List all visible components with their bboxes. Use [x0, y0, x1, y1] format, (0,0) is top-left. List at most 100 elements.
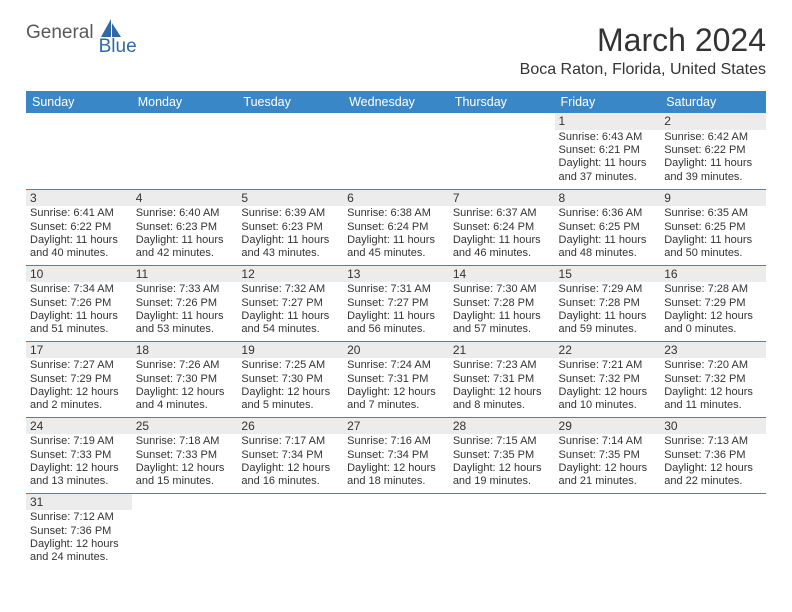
- day-details: Sunrise: 7:29 AMSunset: 7:28 PMDaylight:…: [555, 282, 661, 340]
- sunrise-line: Sunrise: 7:33 AM: [136, 283, 234, 296]
- sunset-line: Sunset: 7:34 PM: [241, 449, 339, 462]
- day-number: 28: [449, 418, 555, 435]
- sunset-line: Sunset: 7:28 PM: [453, 297, 551, 310]
- day-number: 11: [132, 266, 238, 283]
- sunrise-line: Sunrise: 7:14 AM: [559, 435, 657, 448]
- daylight-line: Daylight: 11 hours and 37 minutes.: [559, 157, 657, 184]
- sunset-line: Sunset: 6:25 PM: [664, 221, 762, 234]
- day-details: Sunrise: 6:37 AMSunset: 6:24 PMDaylight:…: [449, 206, 555, 264]
- day-number: 16: [660, 266, 766, 283]
- sunset-line: Sunset: 7:36 PM: [664, 449, 762, 462]
- day-number: 17: [26, 342, 132, 359]
- sunset-line: Sunset: 7:32 PM: [559, 373, 657, 386]
- calendar-cell-empty: [237, 113, 343, 189]
- day-details: Sunrise: 7:28 AMSunset: 7:29 PMDaylight:…: [660, 282, 766, 340]
- daylight-line: Daylight: 12 hours and 19 minutes.: [453, 462, 551, 489]
- sunrise-line: Sunrise: 7:19 AM: [30, 435, 128, 448]
- daylight-line: Daylight: 12 hours and 24 minutes.: [30, 538, 128, 565]
- sunrise-line: Sunrise: 7:31 AM: [347, 283, 445, 296]
- day-number: 18: [132, 342, 238, 359]
- day-details: Sunrise: 6:39 AMSunset: 6:23 PMDaylight:…: [237, 206, 343, 264]
- day-details: Sunrise: 7:17 AMSunset: 7:34 PMDaylight:…: [237, 434, 343, 492]
- sunrise-line: Sunrise: 7:25 AM: [241, 359, 339, 372]
- sunset-line: Sunset: 7:27 PM: [241, 297, 339, 310]
- sunrise-line: Sunrise: 7:21 AM: [559, 359, 657, 372]
- calendar-cell: 12Sunrise: 7:32 AMSunset: 7:27 PMDayligh…: [237, 265, 343, 341]
- calendar-cell: 13Sunrise: 7:31 AMSunset: 7:27 PMDayligh…: [343, 265, 449, 341]
- sunset-line: Sunset: 6:22 PM: [664, 144, 762, 157]
- sunrise-line: Sunrise: 7:23 AM: [453, 359, 551, 372]
- daylight-line: Daylight: 12 hours and 15 minutes.: [136, 462, 234, 489]
- calendar-cell: 10Sunrise: 7:34 AMSunset: 7:26 PMDayligh…: [26, 265, 132, 341]
- day-number: 24: [26, 418, 132, 435]
- day-details: Sunrise: 7:34 AMSunset: 7:26 PMDaylight:…: [26, 282, 132, 340]
- sunrise-line: Sunrise: 7:27 AM: [30, 359, 128, 372]
- day-details: Sunrise: 7:14 AMSunset: 7:35 PMDaylight:…: [555, 434, 661, 492]
- daylight-line: Daylight: 11 hours and 59 minutes.: [559, 310, 657, 337]
- sunrise-line: Sunrise: 6:35 AM: [664, 207, 762, 220]
- daylight-line: Daylight: 11 hours and 54 minutes.: [241, 310, 339, 337]
- sunset-line: Sunset: 6:25 PM: [559, 221, 657, 234]
- sunset-line: Sunset: 7:34 PM: [347, 449, 445, 462]
- day-number: 13: [343, 266, 449, 283]
- weekday-header: Saturday: [660, 91, 766, 113]
- logo: General Blue: [26, 22, 163, 44]
- calendar-cell-empty: [132, 113, 238, 189]
- sunrise-line: Sunrise: 7:20 AM: [664, 359, 762, 372]
- sunrise-line: Sunrise: 7:26 AM: [136, 359, 234, 372]
- calendar-cell: 19Sunrise: 7:25 AMSunset: 7:30 PMDayligh…: [237, 341, 343, 417]
- calendar-cell-empty: [555, 493, 661, 569]
- day-number: 25: [132, 418, 238, 435]
- sunrise-line: Sunrise: 7:24 AM: [347, 359, 445, 372]
- daylight-line: Daylight: 12 hours and 13 minutes.: [30, 462, 128, 489]
- day-number: 27: [343, 418, 449, 435]
- daylight-line: Daylight: 11 hours and 39 minutes.: [664, 157, 762, 184]
- calendar-cell: 9Sunrise: 6:35 AMSunset: 6:25 PMDaylight…: [660, 189, 766, 265]
- day-details: Sunrise: 6:41 AMSunset: 6:22 PMDaylight:…: [26, 206, 132, 264]
- sunrise-line: Sunrise: 7:16 AM: [347, 435, 445, 448]
- daylight-line: Daylight: 11 hours and 42 minutes.: [136, 234, 234, 261]
- calendar-cell: 6Sunrise: 6:38 AMSunset: 6:24 PMDaylight…: [343, 189, 449, 265]
- daylight-line: Daylight: 12 hours and 0 minutes.: [664, 310, 762, 337]
- sunset-line: Sunset: 7:31 PM: [453, 373, 551, 386]
- sunrise-line: Sunrise: 6:36 AM: [559, 207, 657, 220]
- day-details: Sunrise: 7:18 AMSunset: 7:33 PMDaylight:…: [132, 434, 238, 492]
- sunrise-line: Sunrise: 6:42 AM: [664, 131, 762, 144]
- sunset-line: Sunset: 7:36 PM: [30, 525, 128, 538]
- sunset-line: Sunset: 7:29 PM: [664, 297, 762, 310]
- sunset-line: Sunset: 7:26 PM: [30, 297, 128, 310]
- calendar-cell-empty: [26, 113, 132, 189]
- day-number: 6: [343, 190, 449, 207]
- sunrise-line: Sunrise: 7:28 AM: [664, 283, 762, 296]
- weekday-header: Friday: [555, 91, 661, 113]
- day-number: 23: [660, 342, 766, 359]
- day-details: Sunrise: 6:36 AMSunset: 6:25 PMDaylight:…: [555, 206, 661, 264]
- sunrise-line: Sunrise: 7:30 AM: [453, 283, 551, 296]
- day-details: Sunrise: 7:31 AMSunset: 7:27 PMDaylight:…: [343, 282, 449, 340]
- day-number: 3: [26, 190, 132, 207]
- day-details: Sunrise: 7:15 AMSunset: 7:35 PMDaylight:…: [449, 434, 555, 492]
- day-number: 7: [449, 190, 555, 207]
- sunrise-line: Sunrise: 6:41 AM: [30, 207, 128, 220]
- sunrise-line: Sunrise: 7:34 AM: [30, 283, 128, 296]
- day-details: Sunrise: 6:35 AMSunset: 6:25 PMDaylight:…: [660, 206, 766, 264]
- day-number: 4: [132, 190, 238, 207]
- daylight-line: Daylight: 11 hours and 50 minutes.: [664, 234, 762, 261]
- sunrise-line: Sunrise: 7:29 AM: [559, 283, 657, 296]
- calendar-cell: 14Sunrise: 7:30 AMSunset: 7:28 PMDayligh…: [449, 265, 555, 341]
- calendar-cell: 31Sunrise: 7:12 AMSunset: 7:36 PMDayligh…: [26, 493, 132, 569]
- sunrise-line: Sunrise: 7:32 AM: [241, 283, 339, 296]
- calendar-cell-empty: [449, 493, 555, 569]
- calendar-cell: 2Sunrise: 6:42 AMSunset: 6:22 PMDaylight…: [660, 113, 766, 189]
- sunset-line: Sunset: 6:21 PM: [559, 144, 657, 157]
- weekday-header-row: SundayMondayTuesdayWednesdayThursdayFrid…: [26, 91, 766, 113]
- daylight-line: Daylight: 11 hours and 57 minutes.: [453, 310, 551, 337]
- day-details: Sunrise: 7:26 AMSunset: 7:30 PMDaylight:…: [132, 358, 238, 416]
- sunrise-line: Sunrise: 7:12 AM: [30, 511, 128, 524]
- daylight-line: Daylight: 11 hours and 51 minutes.: [30, 310, 128, 337]
- calendar-cell: 1Sunrise: 6:43 AMSunset: 6:21 PMDaylight…: [555, 113, 661, 189]
- day-details: Sunrise: 7:24 AMSunset: 7:31 PMDaylight:…: [343, 358, 449, 416]
- calendar-cell-empty: [237, 493, 343, 569]
- calendar-cell: 18Sunrise: 7:26 AMSunset: 7:30 PMDayligh…: [132, 341, 238, 417]
- day-details: Sunrise: 6:43 AMSunset: 6:21 PMDaylight:…: [555, 130, 661, 188]
